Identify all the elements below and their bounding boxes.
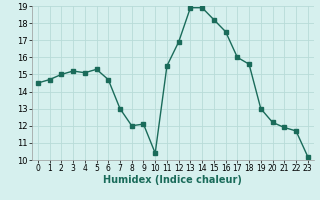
X-axis label: Humidex (Indice chaleur): Humidex (Indice chaleur) [103,175,242,185]
